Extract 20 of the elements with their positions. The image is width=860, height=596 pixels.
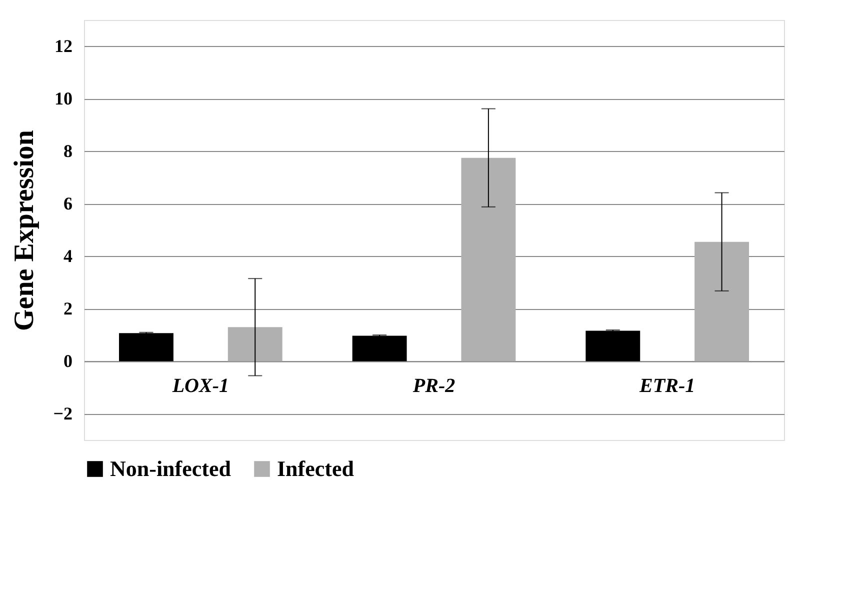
bar [586,330,640,362]
legend-label: Infected [277,456,354,481]
y-tick-label: 4 [64,246,72,266]
y-tick-label: 10 [54,88,72,108]
x-tick-label: ETR-1 [638,374,696,397]
y-tick-label: 6 [64,193,72,214]
bar [461,158,516,362]
x-tick-label: PR-2 [412,374,456,397]
y-tick-label: 12 [54,36,72,56]
legend-label: Non-infected [110,456,231,481]
bar [119,333,174,362]
y-tick-label: 2 [64,298,72,318]
x-tick-label: LOX-1 [171,374,230,397]
bar [694,242,749,362]
y-tick-label: 8 [64,140,72,161]
bar [352,336,407,362]
y-tick-label: 0 [64,350,72,371]
y-tick-label: −2 [53,403,72,424]
y-axis-title: Gene Expression [9,130,40,331]
bar [228,327,282,362]
